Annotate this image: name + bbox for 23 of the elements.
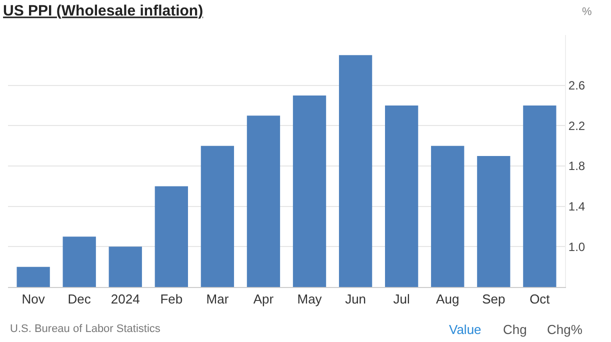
x-tick-label: Nov (22, 292, 46, 307)
x-tick-label: Feb (160, 292, 183, 307)
y-tick-label: 2.2 (568, 118, 586, 133)
text: Value (449, 322, 482, 337)
x-tick-label: Apr (253, 292, 274, 307)
x-tick-label: Mar (206, 292, 230, 307)
x-tick-label: Oct (530, 292, 550, 307)
y-tick-label: 1.8 (568, 159, 586, 174)
text: Chg (503, 322, 527, 337)
y-tick-label: 1.0 (568, 240, 586, 254)
y-tick-label: 1.4 (568, 200, 586, 214)
y-tick-label: 2.6 (568, 78, 586, 93)
text: U.S. Bureau of Labor Statistics (10, 323, 161, 335)
x-tick-label: 2024 (110, 292, 140, 307)
y-axis-title: % (582, 6, 592, 18)
x-tick-label: Aug (436, 292, 460, 307)
x-tick-label: May (297, 292, 322, 307)
chart-title: US PPI (Wholesale inflation) (3, 2, 204, 20)
text: Chg% (547, 322, 583, 337)
x-tick-label: Jun (345, 292, 366, 307)
x-tick-label: Dec (68, 292, 92, 307)
x-tick-label: Jul (393, 292, 410, 307)
x-tick-label: Sep (482, 292, 506, 307)
